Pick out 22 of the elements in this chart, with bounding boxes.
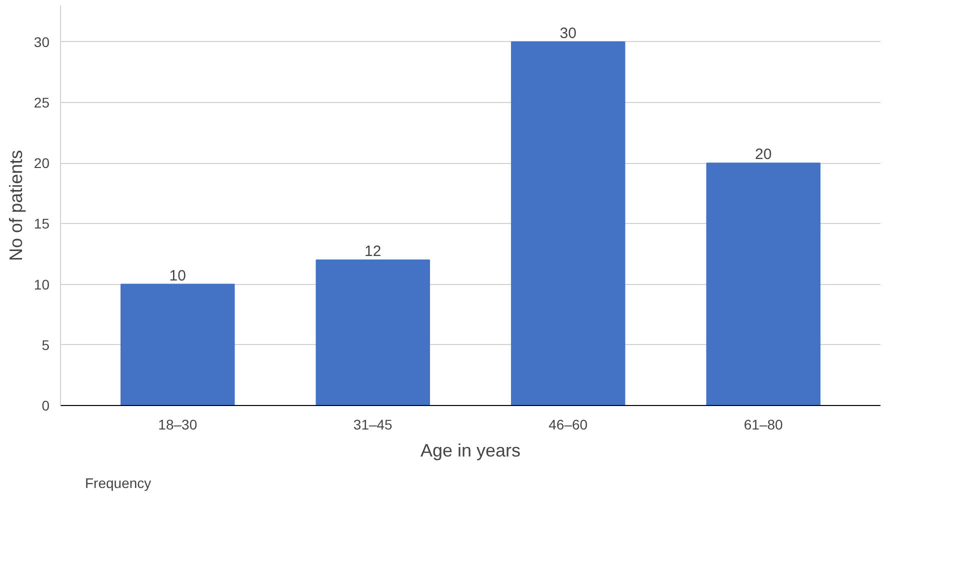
x-tick-label: 18–30 — [158, 416, 198, 432]
x-axis-title: Age in years — [420, 440, 521, 460]
x-tick-label: 46–60 — [548, 416, 588, 432]
bar — [120, 284, 235, 406]
bar — [706, 162, 820, 406]
x-tick-label: 61–80 — [744, 416, 784, 432]
y-tick-label: 0 — [42, 398, 50, 414]
data-label: 30 — [560, 24, 576, 42]
data-label: 20 — [755, 146, 772, 164]
x-tick-label: 31–45 — [353, 416, 393, 432]
y-tick-label: 5 — [42, 336, 50, 353]
y-tick-label: 25 — [34, 94, 50, 110]
bar — [511, 41, 626, 406]
y-tick-label: 30 — [34, 34, 50, 50]
text: Frequency — [85, 475, 152, 491]
y-tick-label: 20 — [34, 155, 50, 172]
data-label: 12 — [364, 243, 382, 260]
y-tick-label: 15 — [34, 216, 50, 232]
y-axis-title: No of patients — [6, 150, 26, 262]
data-label: 10 — [169, 267, 186, 284]
bar — [316, 260, 430, 406]
y-tick-label: 10 — [34, 276, 50, 292]
